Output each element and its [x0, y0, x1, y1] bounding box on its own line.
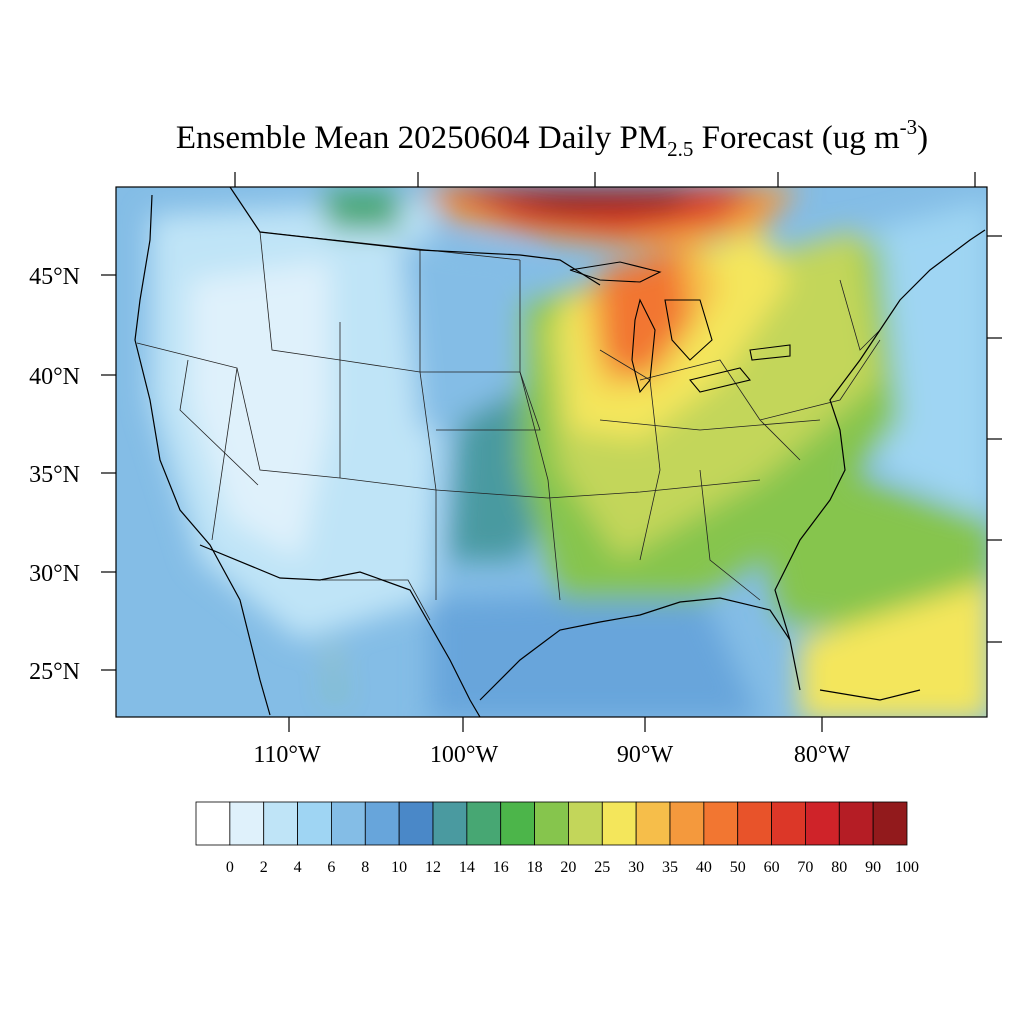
colorbar-label: 14: [459, 859, 475, 876]
colorbar-box: [635, 801, 671, 846]
colorbar-label: 20: [560, 859, 576, 876]
colorbar-label: 6: [327, 859, 335, 876]
figure-title: Ensemble Mean 20250604 Daily PM2.5 Forec…: [176, 115, 928, 161]
colorbar-box: [805, 801, 840, 846]
colorbar-label: 0: [226, 859, 234, 876]
lat-label: 25°N: [29, 659, 80, 685]
colorbar-box: [601, 801, 637, 846]
colorbar-label: 10: [391, 859, 407, 876]
colorbar-label: 70: [797, 859, 813, 876]
colorbar-label: 100: [895, 859, 919, 876]
colorbar-box: [364, 801, 400, 846]
colorbar-label: 60: [764, 859, 780, 876]
colorbar-box: [872, 801, 908, 846]
axis-ticks: [101, 172, 1002, 732]
colorbar-label: 4: [294, 859, 302, 876]
colorbar-box: [466, 801, 502, 846]
colorbar-label: 2: [260, 859, 268, 876]
colorbar-label: 40: [696, 859, 712, 876]
colorbar-box: [432, 801, 468, 846]
coastlines: [134, 187, 986, 717]
lat-label: 30°N: [29, 561, 80, 587]
colorbar-box: [398, 801, 434, 846]
colorbar-box: [568, 801, 603, 846]
colorbar-box: [263, 801, 298, 846]
longitude-labels: 110°W 100°W 90°W 80°W: [253, 742, 850, 768]
concentration-field: [150, 187, 987, 717]
lat-label: 40°N: [29, 364, 80, 390]
lon-label: 110°W: [253, 742, 321, 768]
colorbar-label: 25: [594, 859, 610, 876]
colorbar-label: 12: [425, 859, 441, 876]
colorbar: 0 2 4 6 8 10 12 14 16 18 20 25 30 35 40 50 60 70 80 90 100: [195, 801, 919, 876]
lat-label: 35°N: [29, 462, 80, 488]
pm25-map: [116, 187, 987, 717]
lon-label: 100°W: [430, 742, 499, 768]
great-lakes: [569, 261, 791, 394]
colorbar-box: [297, 801, 332, 846]
colorbar-box: [331, 801, 366, 846]
lat-label: 45°N: [29, 264, 80, 290]
colorbar-box: [500, 801, 535, 846]
colorbar-label: 8: [361, 859, 369, 876]
colorbar-label: 30: [628, 859, 644, 876]
colorbar-box: [737, 801, 772, 846]
colorbar-box: [838, 801, 874, 846]
latitude-labels: 45°N 40°N 35°N 30°N 25°N: [29, 264, 80, 685]
colorbar-label: 90: [865, 859, 881, 876]
colorbar-box: [534, 801, 569, 846]
colorbar-label: 50: [730, 859, 746, 876]
colorbar-label: 18: [527, 859, 543, 876]
lon-label: 90°W: [617, 742, 674, 768]
colorbar-box: [229, 801, 265, 846]
colorbar-box: [703, 801, 739, 846]
colorbar-label: 35: [662, 859, 678, 876]
map-frame: [115, 186, 988, 718]
colorbar-box: [195, 801, 231, 846]
colorbar-label: 16: [493, 859, 509, 876]
colorbar-box: [771, 801, 806, 846]
lon-label: 80°W: [794, 742, 851, 768]
colorbar-label: 80: [831, 859, 847, 876]
colorbar-box: [669, 801, 705, 846]
